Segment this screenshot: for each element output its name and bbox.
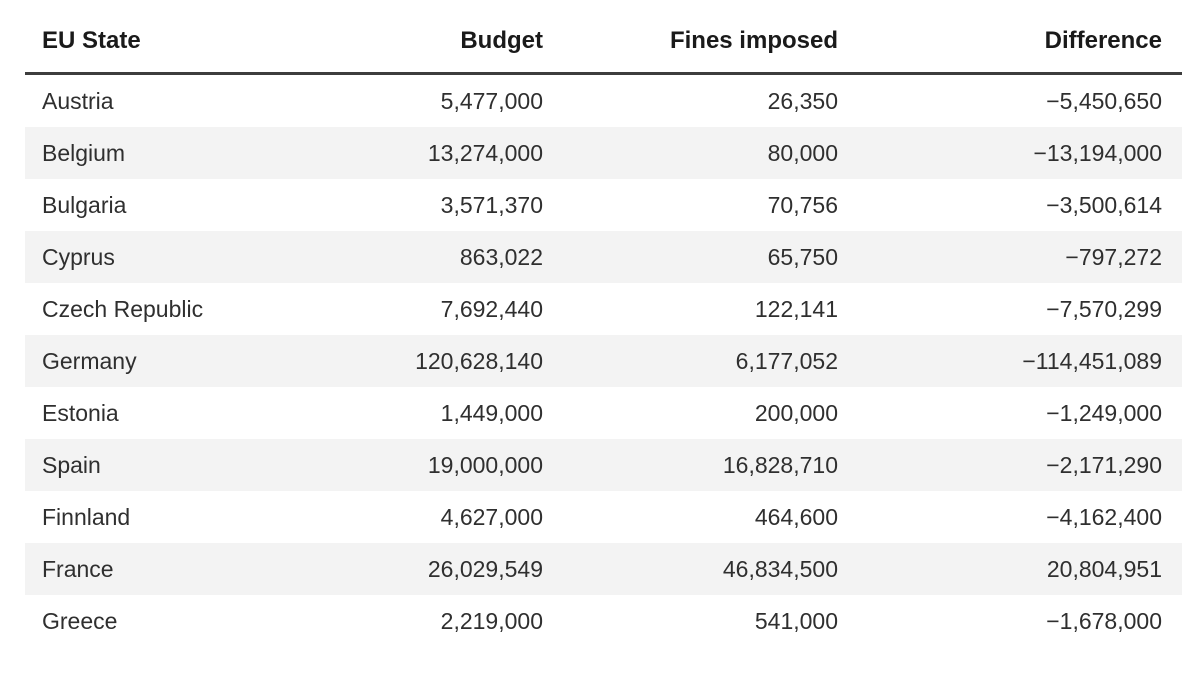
table-row: Estonia 1,449,000 200,000 −1,249,000	[25, 387, 1182, 439]
table-row: Belgium 13,274,000 80,000 −13,194,000	[25, 127, 1182, 179]
cell-fines: 16,828,710	[722, 452, 838, 478]
eu-fines-table: EU State Budget Fines imposed Difference…	[25, 10, 1182, 647]
cell-state: Germany	[42, 348, 137, 374]
cell-difference: −114,451,089	[1022, 348, 1162, 374]
cell-fines: 122,141	[754, 296, 838, 322]
cell-budget: 1,449,000	[440, 400, 543, 426]
column-header-budget: Budget	[325, 10, 543, 75]
cell-difference: −797,272	[1065, 244, 1162, 270]
cell-state: Finnland	[42, 504, 131, 530]
cell-budget: 4,627,000	[440, 504, 543, 530]
cell-budget: 5,477,000	[440, 88, 543, 114]
table-row: Cyprus 863,022 65,750 −797,272	[25, 231, 1182, 283]
cell-budget: 19,000,000	[427, 452, 543, 478]
table-header: EU State Budget Fines imposed Difference	[25, 10, 1182, 75]
cell-fines: 46,834,500	[722, 556, 838, 582]
cell-budget: 2,219,000	[440, 608, 543, 634]
cell-difference: −1,678,000	[1046, 608, 1162, 634]
cell-state: Estonia	[42, 400, 119, 426]
cell-fines: 26,350	[767, 88, 838, 114]
cell-fines: 541,000	[754, 608, 838, 634]
cell-difference: −2,171,290	[1046, 452, 1162, 478]
table-row: France 26,029,549 46,834,500 20,804,951	[25, 543, 1182, 595]
cell-fines: 464,600	[754, 504, 838, 530]
cell-difference: −13,194,000	[1033, 140, 1162, 166]
cell-budget: 3,571,370	[440, 192, 543, 218]
cell-fines: 200,000	[754, 400, 838, 426]
cell-state: Greece	[42, 608, 118, 634]
header-row: EU State Budget Fines imposed Difference	[25, 10, 1182, 75]
table-row: Greece 2,219,000 541,000 −1,678,000	[25, 595, 1182, 647]
cell-state: Spain	[42, 452, 101, 478]
eu-fines-table-container: EU State Budget Fines imposed Difference…	[25, 10, 1182, 647]
table-row: Austria 5,477,000 26,350 −5,450,650	[25, 73, 1182, 127]
cell-difference: −4,162,400	[1046, 504, 1162, 530]
table-row: Finnland 4,627,000 464,600 −4,162,400	[25, 491, 1182, 543]
cell-difference: 20,804,951	[1046, 556, 1162, 582]
cell-state: Czech Republic	[42, 296, 204, 322]
cell-fines: 6,177,052	[735, 348, 838, 374]
table-row: Germany 120,628,140 6,177,052 −114,451,0…	[25, 335, 1182, 387]
cell-fines: 65,750	[767, 244, 838, 270]
cell-budget: 120,628,140	[415, 348, 543, 374]
cell-budget: 863,022	[459, 244, 543, 270]
cell-state: France	[42, 556, 114, 582]
cell-budget: 26,029,549	[427, 556, 543, 582]
cell-difference: −3,500,614	[1046, 192, 1162, 218]
column-header-difference: Difference	[838, 10, 1182, 75]
cell-budget: 13,274,000	[427, 140, 543, 166]
table-row: Czech Republic 7,692,440 122,141 −7,570,…	[25, 283, 1182, 335]
cell-budget: 7,692,440	[440, 296, 543, 322]
cell-state: Cyprus	[42, 244, 115, 270]
cell-difference: −1,249,000	[1046, 400, 1162, 426]
column-header-eu-state: EU State	[25, 10, 325, 75]
table-row: Bulgaria 3,571,370 70,756 −3,500,614	[25, 179, 1182, 231]
table-body: Austria 5,477,000 26,350 −5,450,650 Belg…	[25, 73, 1182, 647]
cell-state: Belgium	[42, 140, 126, 166]
cell-difference: −5,450,650	[1046, 88, 1162, 114]
cell-state: Austria	[42, 88, 114, 114]
cell-difference: −7,570,299	[1046, 296, 1162, 322]
table-row: Spain 19,000,000 16,828,710 −2,171,290	[25, 439, 1182, 491]
cell-fines: 70,756	[767, 192, 838, 218]
cell-state: Bulgaria	[42, 192, 127, 218]
cell-fines: 80,000	[767, 140, 838, 166]
column-header-fines: Fines imposed	[543, 10, 838, 75]
